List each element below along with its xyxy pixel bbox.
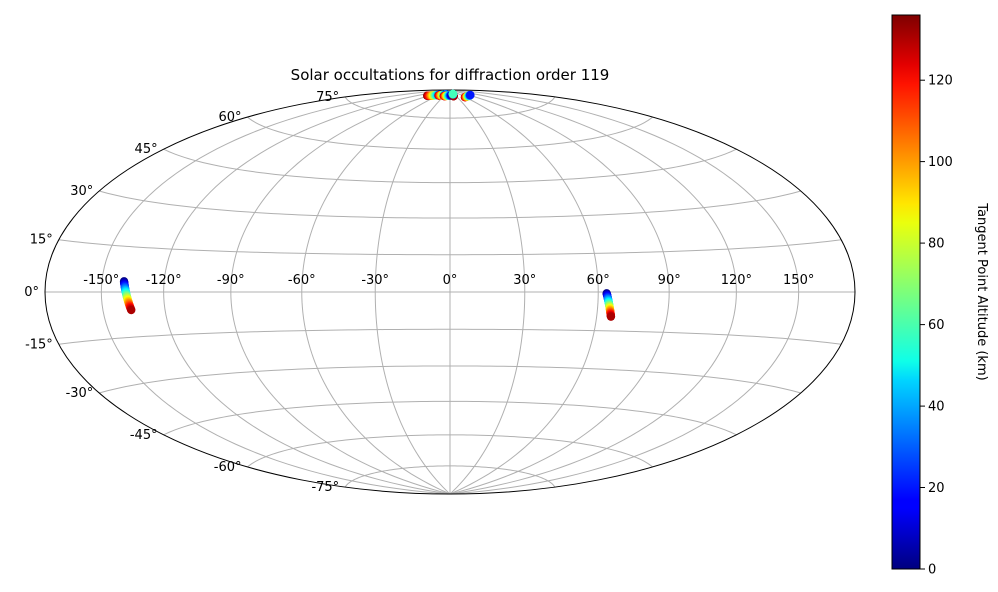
parallel-line <box>58 239 842 256</box>
latitude-tick-labels: 75° 60° 45° 30° 15° 0° -15° -30° -45° -60° -75° <box>24 90 339 495</box>
occultation-point <box>127 305 136 315</box>
colorbar-tick-label: 120 <box>928 74 953 89</box>
lat-tick-label: 30° <box>70 184 93 199</box>
map-axes: -150° -120° -90° -60° -30° 0° 30° 60° 90° 120° 150… <box>24 89 856 495</box>
lat-tick-label: -75° <box>311 480 339 495</box>
lon-tick-label: 0° <box>443 273 458 288</box>
parallel-line <box>247 116 653 150</box>
lat-tick-label: -45° <box>130 428 158 443</box>
chart-title: Solar occultations for diffraction order… <box>291 66 610 84</box>
map-boundary <box>44 89 856 495</box>
parallel-line <box>163 148 737 184</box>
parallel-line <box>58 328 842 345</box>
colorbar-tick-label: 100 <box>928 155 953 170</box>
parallel-line <box>99 365 801 394</box>
occultation-point <box>466 90 475 100</box>
lon-tick-label: -90° <box>217 273 245 288</box>
colorbar-frame <box>891 14 921 570</box>
lon-tick-label: 150° <box>783 273 814 288</box>
lat-tick-label: -30° <box>66 386 94 401</box>
colorbar-ticks: 0 20 40 60 80 100 120 <box>920 74 953 578</box>
lon-tick-label: 90° <box>658 273 681 288</box>
longitude-tick-labels: -150° -120° -90° -60° -30° 0° 30° 60° 90° 120° 150… <box>83 273 814 288</box>
lat-tick-label: 0° <box>24 285 39 300</box>
colorbar-tick-label: 60 <box>928 318 945 333</box>
parallel-line <box>247 434 653 468</box>
colorbar-label: Tangent Point Altitude (km) <box>974 202 989 380</box>
parallel-line <box>163 400 737 436</box>
lon-tick-label: -150° <box>83 273 119 288</box>
lon-tick-label: 120° <box>721 273 752 288</box>
colorbar-tick-label: 80 <box>928 237 945 252</box>
lat-tick-label: -15° <box>25 337 53 352</box>
colorbar: 0 20 40 60 80 100 120 Tangent Point Altitude (… <box>891 14 989 578</box>
lat-tick-label: 75° <box>316 90 339 105</box>
lat-tick-label: -60° <box>214 460 242 475</box>
lon-tick-label: 60° <box>587 273 610 288</box>
lat-tick-label: 15° <box>30 233 53 248</box>
parallel-line <box>344 465 556 488</box>
colorbar-gradient <box>892 15 920 569</box>
occultation-points <box>119 89 616 321</box>
occultation-point <box>448 89 458 99</box>
lon-tick-label: -60° <box>288 273 316 288</box>
occultation-point <box>606 312 616 321</box>
lon-tick-label: -120° <box>146 273 182 288</box>
lon-tick-label: 30° <box>513 273 536 288</box>
graticule <box>45 90 855 494</box>
lon-tick-label: -30° <box>361 273 389 288</box>
colorbar-tick-label: 20 <box>928 481 945 496</box>
parallel-line <box>344 96 556 119</box>
colorbar-tick-label: 0 <box>928 563 936 578</box>
colorbar-tick-label: 40 <box>928 400 945 415</box>
parallel-line <box>99 190 801 219</box>
lat-tick-label: 60° <box>218 110 241 125</box>
lat-tick-label: 45° <box>135 142 158 157</box>
